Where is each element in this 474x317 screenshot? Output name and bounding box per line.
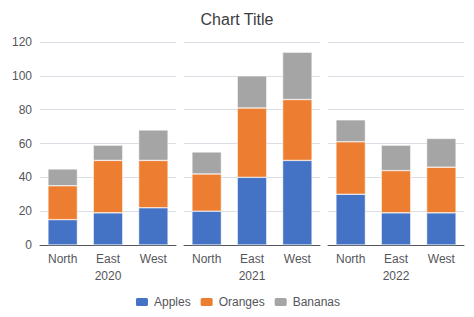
svg-text:60: 60: [19, 137, 33, 151]
svg-text:Bananas: Bananas: [293, 295, 340, 309]
svg-text:100: 100: [12, 69, 32, 83]
svg-text:North: North: [336, 252, 365, 266]
svg-text:Apples: Apples: [154, 295, 191, 309]
svg-text:0: 0: [25, 238, 32, 252]
svg-text:20: 20: [19, 204, 33, 218]
svg-text:East: East: [240, 252, 265, 266]
svg-text:East: East: [384, 252, 409, 266]
svg-text:North: North: [192, 252, 221, 266]
svg-text:West: West: [140, 252, 168, 266]
svg-text:Chart Title: Chart Title: [201, 11, 274, 28]
svg-text:Oranges: Oranges: [219, 295, 265, 309]
svg-text:West: West: [428, 252, 456, 266]
svg-text:West: West: [284, 252, 312, 266]
svg-text:North: North: [48, 252, 77, 266]
svg-text:2021: 2021: [239, 269, 266, 283]
svg-text:East: East: [96, 252, 121, 266]
svg-text:80: 80: [19, 103, 33, 117]
svg-text:40: 40: [19, 170, 33, 184]
svg-text:2022: 2022: [383, 269, 410, 283]
svg-text:2020: 2020: [95, 269, 122, 283]
svg-text:120: 120: [12, 35, 32, 49]
